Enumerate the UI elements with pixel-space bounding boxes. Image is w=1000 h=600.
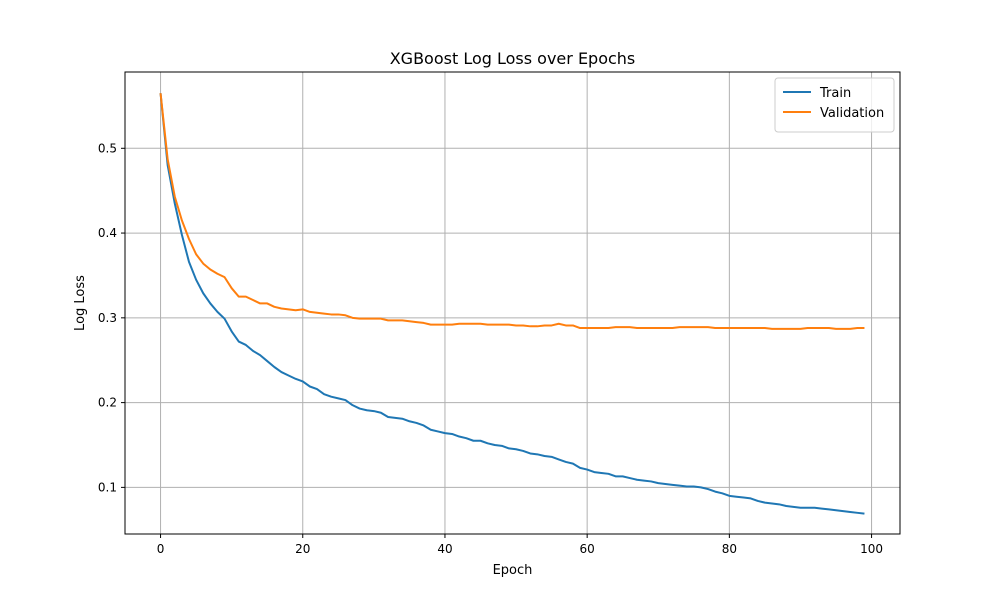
y-tick-label: 0.3 [98, 311, 117, 325]
legend-label-validation: Validation [820, 106, 884, 121]
series-line-train [159, 93, 865, 515]
series-layer [159, 93, 865, 515]
legend: Train Validation [774, 77, 895, 133]
y-axis: 0.1 0.2 0.3 0.4 0.5 [98, 141, 125, 494]
x-tick-label: 60 [580, 542, 595, 556]
y-tick-label: 0.2 [98, 396, 117, 410]
series-line-validation [159, 93, 865, 330]
x-tick-label: 40 [437, 542, 452, 556]
x-axis: 0 20 40 60 80 100 [157, 534, 883, 556]
chart-title: XGBoost Log Loss over Epochs [390, 49, 636, 68]
plot-area-frame [124, 71, 901, 535]
x-tick-label: 100 [860, 542, 883, 556]
x-tick-label: 0 [157, 542, 165, 556]
x-tick-label: 80 [722, 542, 737, 556]
legend-label-train: Train [819, 86, 851, 101]
y-tick-label: 0.1 [98, 480, 117, 494]
grid-lines [125, 72, 900, 534]
x-tick-label: 20 [295, 542, 310, 556]
y-tick-label: 0.4 [98, 226, 117, 240]
y-axis-label: Log Loss [73, 275, 88, 331]
x-axis-label: Epoch [493, 563, 533, 578]
y-tick-label: 0.5 [98, 141, 117, 155]
